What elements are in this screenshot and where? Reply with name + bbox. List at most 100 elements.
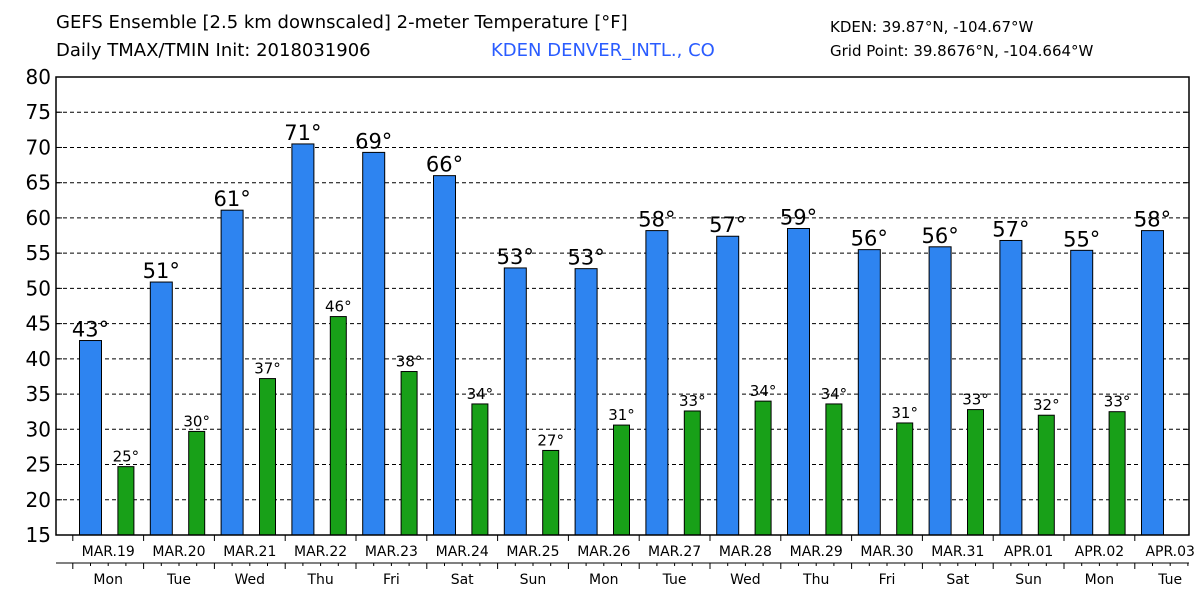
tmin-value-label: 30° [183,412,210,430]
tmax-value-label: 56° [921,224,958,248]
date-label: MAR.22 [294,544,347,560]
tmax-bar [1070,249,1094,536]
tmin-bar [188,430,206,536]
weekday-label: Wed [235,572,266,588]
y-tick-label: 20 [26,488,51,512]
y-tick-label: 55 [26,241,51,265]
y-tick-label: 30 [26,417,51,441]
tmin-value-label: 34° [750,382,777,400]
weekday-label: Mon [589,572,619,588]
date-label: MAR.27 [648,544,701,560]
tmin-value-label: 32° [1033,396,1060,414]
tmax-value-label: 53° [497,245,534,269]
tmin-value-label: 46° [325,298,352,316]
date-label: MAR.29 [790,544,843,560]
date-label: MAR.26 [577,544,630,560]
date-label: APR.02 [1075,544,1125,560]
tmin-bar [117,466,135,536]
tmin-bar [542,449,560,536]
weekday-label: Sat [451,572,474,588]
tmax-value-label: 58° [638,208,675,232]
tmax-value-label: 55° [1063,227,1100,251]
tmin-value-label: 33° [962,391,989,409]
tmax-value-label: 53° [567,246,604,270]
tmax-bar [999,239,1023,536]
tmin-value-label: 31° [891,404,918,422]
tmax-bar [787,227,810,536]
tmax-value-label: 56° [851,227,888,251]
y-tick-label: 45 [26,312,51,336]
tmax-bar [857,249,881,536]
weekday-label: Fri [383,572,400,588]
y-tick-label: 65 [26,171,51,195]
tmin-value-label: 34° [467,385,494,403]
tmin-value-label: 34° [821,385,848,403]
tmin-value-label: 33° [1104,393,1131,411]
date-label: APR.01 [1004,544,1054,560]
date-label: MAR.25 [506,544,559,560]
tmax-bar [220,209,244,536]
weekday-label: Wed [730,572,761,588]
y-tick-label: 25 [26,453,51,477]
tmin-value-label: 27° [537,431,564,449]
weekday-label: Tue [166,572,191,588]
tmin-bar [400,371,418,536]
tmax-value-label: 71° [284,121,321,145]
tmin-bar [1037,414,1055,536]
tmin-bar [967,409,984,536]
date-label: APR.03 [1145,544,1195,560]
tmin-bar [1108,411,1126,536]
date-label: MAR.20 [152,544,205,560]
tmin-bar [683,410,701,536]
tmin-value-label: 37° [254,360,281,378]
tmax-value-label: 59° [780,205,817,229]
date-label: MAR.23 [365,544,418,560]
y-tick-label: 40 [26,347,51,371]
weekday-label: Mon [1085,572,1115,588]
tmax-value-label: 51° [143,259,180,283]
station-name: KDEN DENVER_INTL., CO [491,40,715,61]
date-label: MAR.24 [436,544,489,560]
weekday-label: Mon [93,572,123,588]
y-tick-label: 15 [26,523,51,547]
tmin-value-label: 38° [396,353,423,371]
tmax-bar [574,268,598,536]
date-label: MAR.31 [931,544,984,560]
chart-title: GEFS Ensemble [2.5 km downscaled] 2-mete… [56,12,628,33]
tmin-bar [825,403,843,536]
tmin-bar [259,378,276,536]
tmax-bar [79,340,102,536]
tmin-bar [896,422,914,536]
tmin-bar [613,424,630,536]
y-tick-label: 50 [26,276,51,300]
tmin-value-label: 33° [679,392,706,410]
tmin-bar [329,316,347,536]
weekday-label: Fri [879,572,896,588]
tmax-bar [716,235,740,536]
y-tick-label: 80 [26,65,51,89]
weekday-label: Sat [946,572,969,588]
date-label: MAR.19 [82,544,135,560]
tmin-bar [471,403,489,536]
tmin-value-label: 25° [113,448,140,466]
date-label: MAR.30 [860,544,913,560]
weekday-label: Thu [802,572,829,588]
station-coordinates: KDEN: 39.87°N, -104.67°W [830,18,1034,36]
tmax-bar [291,143,315,536]
plot-frame [55,76,1190,536]
tmax-value-label: 43° [72,318,109,342]
tmin-bar [754,400,772,536]
y-tick-label: 60 [26,206,51,230]
y-tick-label: 70 [26,135,51,159]
y-tick-label: 75 [26,100,51,124]
tmax-bar [503,267,527,536]
grid-point-coordinates: Grid Point: 39.8676°N, -104.664°W [830,42,1094,60]
tmax-value-label: 58° [1134,208,1171,232]
weekday-label: Thu [306,572,333,588]
tmax-bar [433,175,456,536]
tmax-value-label: 57° [709,213,746,237]
tmax-value-label: 57° [992,217,1029,241]
tmax-value-label: 61° [213,187,250,211]
